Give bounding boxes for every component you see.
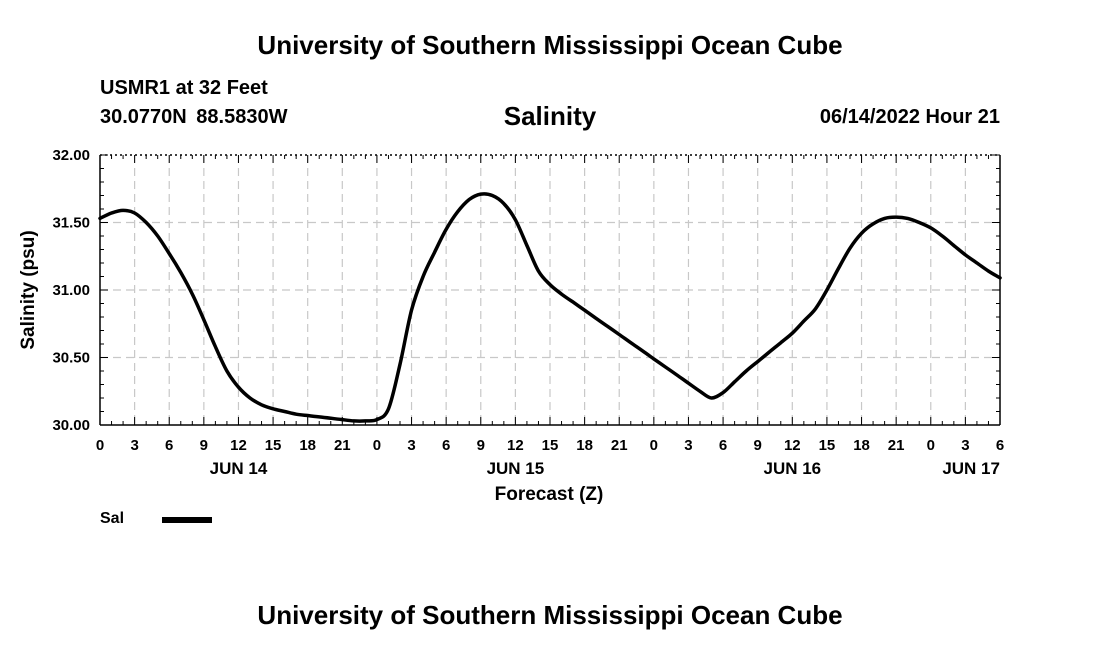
x-tick-label: 0: [927, 437, 935, 454]
day-label: JUN 16: [763, 459, 821, 478]
grid-lines: [100, 155, 1000, 425]
x-tick-label: 9: [200, 437, 208, 454]
x-tick-label: 9: [477, 437, 485, 454]
legend-swatch-sal: [162, 517, 212, 523]
x-tick-label: 12: [230, 437, 247, 454]
page-title: University of Southern Mississippi Ocean…: [257, 30, 843, 60]
x-tick-label: 0: [373, 437, 381, 454]
x-tick-label: 15: [542, 437, 559, 454]
x-tick-label: 0: [650, 437, 658, 454]
x-tick-label: 0: [96, 437, 104, 454]
x-tick-label: 21: [888, 437, 905, 454]
chart-title: Salinity: [503, 101, 597, 131]
x-tick-label: 18: [299, 437, 316, 454]
x-tick-label: 21: [611, 437, 628, 454]
y-tick-label: 31.50: [52, 215, 90, 232]
x-tick-label: 15: [265, 437, 282, 454]
day-label: JUN 14: [210, 459, 268, 478]
y-tick-label: 30.00: [52, 417, 90, 434]
x-tick-label: 12: [784, 437, 801, 454]
y-axis-ticks: 30.00 30.50 31.00 31.50 32.00: [52, 147, 1000, 434]
x-axis-ticks: 0 3 6 9 12 15 18 21 0 3 6 9 12 15 18 21 0 3 6 9 12 15 18 21 0 3 6: [96, 155, 1004, 454]
x-tick-label: 3: [684, 437, 692, 454]
forecast-timestamp: 06/14/2022 Hour 21: [819, 106, 1000, 128]
day-label: JUN 17: [942, 459, 1000, 478]
x-tick-label: 18: [576, 437, 593, 454]
x-tick-label: 3: [407, 437, 415, 454]
legend-label-sal: Sal: [100, 510, 125, 527]
station-coordinates: 30.0770N 88.5830W: [100, 106, 288, 128]
y-tick-label: 32.00: [52, 147, 90, 164]
day-label: JUN 15: [487, 459, 545, 478]
x-tick-label: 3: [961, 437, 969, 454]
x-tick-label: 15: [819, 437, 836, 454]
x-tick-label: 21: [334, 437, 351, 454]
x-axis-label: Forecast (Z): [495, 484, 604, 505]
y-tick-label: 30.50: [52, 350, 90, 367]
x-tick-label: 6: [442, 437, 450, 454]
x-tick-label: 6: [165, 437, 173, 454]
y-axis-label: Salinity (psu): [18, 230, 39, 349]
series-line-sal: [98, 192, 1002, 423]
x-tick-label: 6: [719, 437, 727, 454]
footer-title: University of Southern Mississippi Ocean…: [257, 600, 843, 630]
x-tick-label: 12: [507, 437, 524, 454]
x-tick-label: 3: [130, 437, 138, 454]
x-tick-label: 18: [853, 437, 870, 454]
day-labels: JUN 14 JUN 15 JUN 16 JUN 17: [210, 459, 1000, 478]
x-tick-label: 9: [754, 437, 762, 454]
y-tick-label: 31.00: [52, 282, 90, 299]
station-label: USMR1 at 32 Feet: [100, 77, 268, 99]
x-tick-label: 6: [996, 437, 1004, 454]
